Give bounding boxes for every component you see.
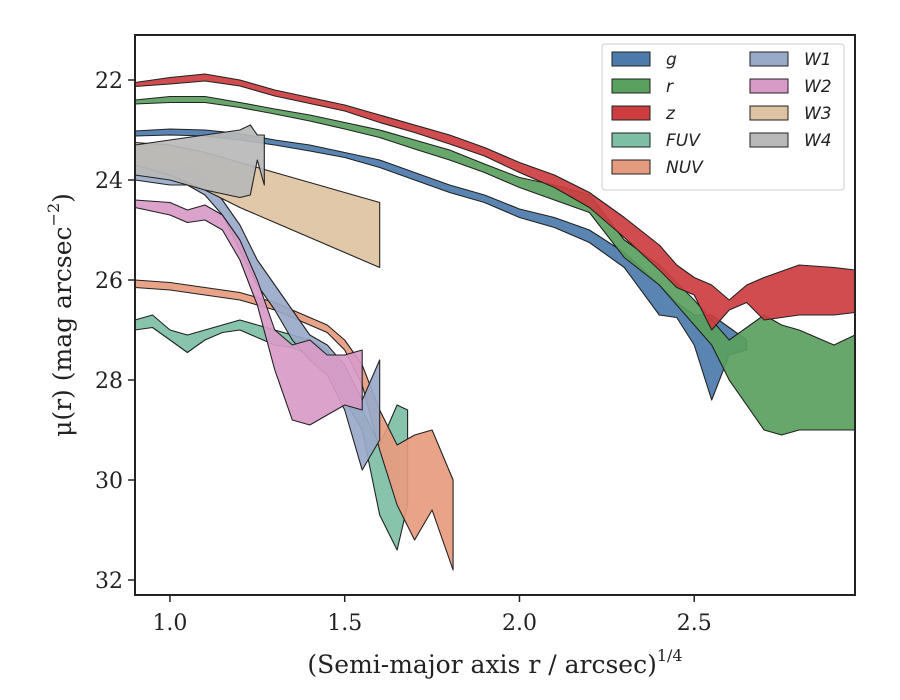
plot-frame xyxy=(134,34,856,596)
legend-label-nuv: NUV xyxy=(666,158,704,178)
legend-label-w4: W4 xyxy=(804,131,832,151)
legend-label-w3: W3 xyxy=(804,104,832,124)
legend: grz FUV NUV W1 W2 W3 W4 xyxy=(601,43,845,191)
x-tick-label: 1.0 xyxy=(152,611,187,636)
legend-swatch-r xyxy=(611,78,651,94)
legend-swatch-g xyxy=(611,51,651,67)
y-axis-label-main: μ(r) (mag arcsec xyxy=(48,226,77,436)
legend-label-fuv: FUV xyxy=(666,131,701,151)
band-w2 xyxy=(134,199,363,426)
y-tick-label: 22 xyxy=(95,69,123,94)
legend-swatch-z xyxy=(611,105,651,121)
legend-label-w2: W2 xyxy=(804,77,832,97)
legend-label-r: r xyxy=(666,77,674,97)
legend-label-g: g xyxy=(666,50,677,70)
data-bands xyxy=(134,73,856,571)
y-tick-label: 28 xyxy=(95,369,123,394)
x-axis-label: (Semi-major axis r / arcsec)1/4 xyxy=(307,646,682,679)
x-axis-ticks: 1.0 1.5 2.0 2.5 xyxy=(152,595,712,636)
legend-swatch-w3 xyxy=(749,105,789,121)
legend-swatch-w1 xyxy=(749,51,789,67)
legend-label-w1: W1 xyxy=(804,50,832,70)
y-tick-label: 24 xyxy=(95,169,123,194)
legend-swatch-nuv xyxy=(611,159,651,175)
y-axis-label-exponent: −2 xyxy=(44,203,63,227)
x-axis-label-exponent: 1/4 xyxy=(657,646,683,665)
band-w4 xyxy=(134,124,265,199)
x-tick-label: 2.5 xyxy=(677,611,712,636)
x-tick-label: 1.5 xyxy=(327,611,362,636)
legend-swatch-w2 xyxy=(749,78,789,94)
y-axis-label: μ(r) (mag arcsec−2) xyxy=(44,193,77,437)
y-axis-label-close: ) xyxy=(48,193,77,203)
y-tick-label: 26 xyxy=(95,269,123,294)
y-tick-label: 32 xyxy=(95,569,123,594)
x-axis-label-main: (Semi-major axis r / arcsec) xyxy=(307,650,656,679)
legend-label-z: z xyxy=(665,104,676,124)
x-tick-label: 2.0 xyxy=(502,611,537,636)
legend-swatch-fuv xyxy=(611,132,651,148)
y-tick-label: 30 xyxy=(95,469,123,494)
legend-swatch-w4 xyxy=(749,132,789,148)
y-axis-ticks: 22 24 26 28 30 32 xyxy=(95,69,135,594)
band-w1 xyxy=(134,164,381,471)
